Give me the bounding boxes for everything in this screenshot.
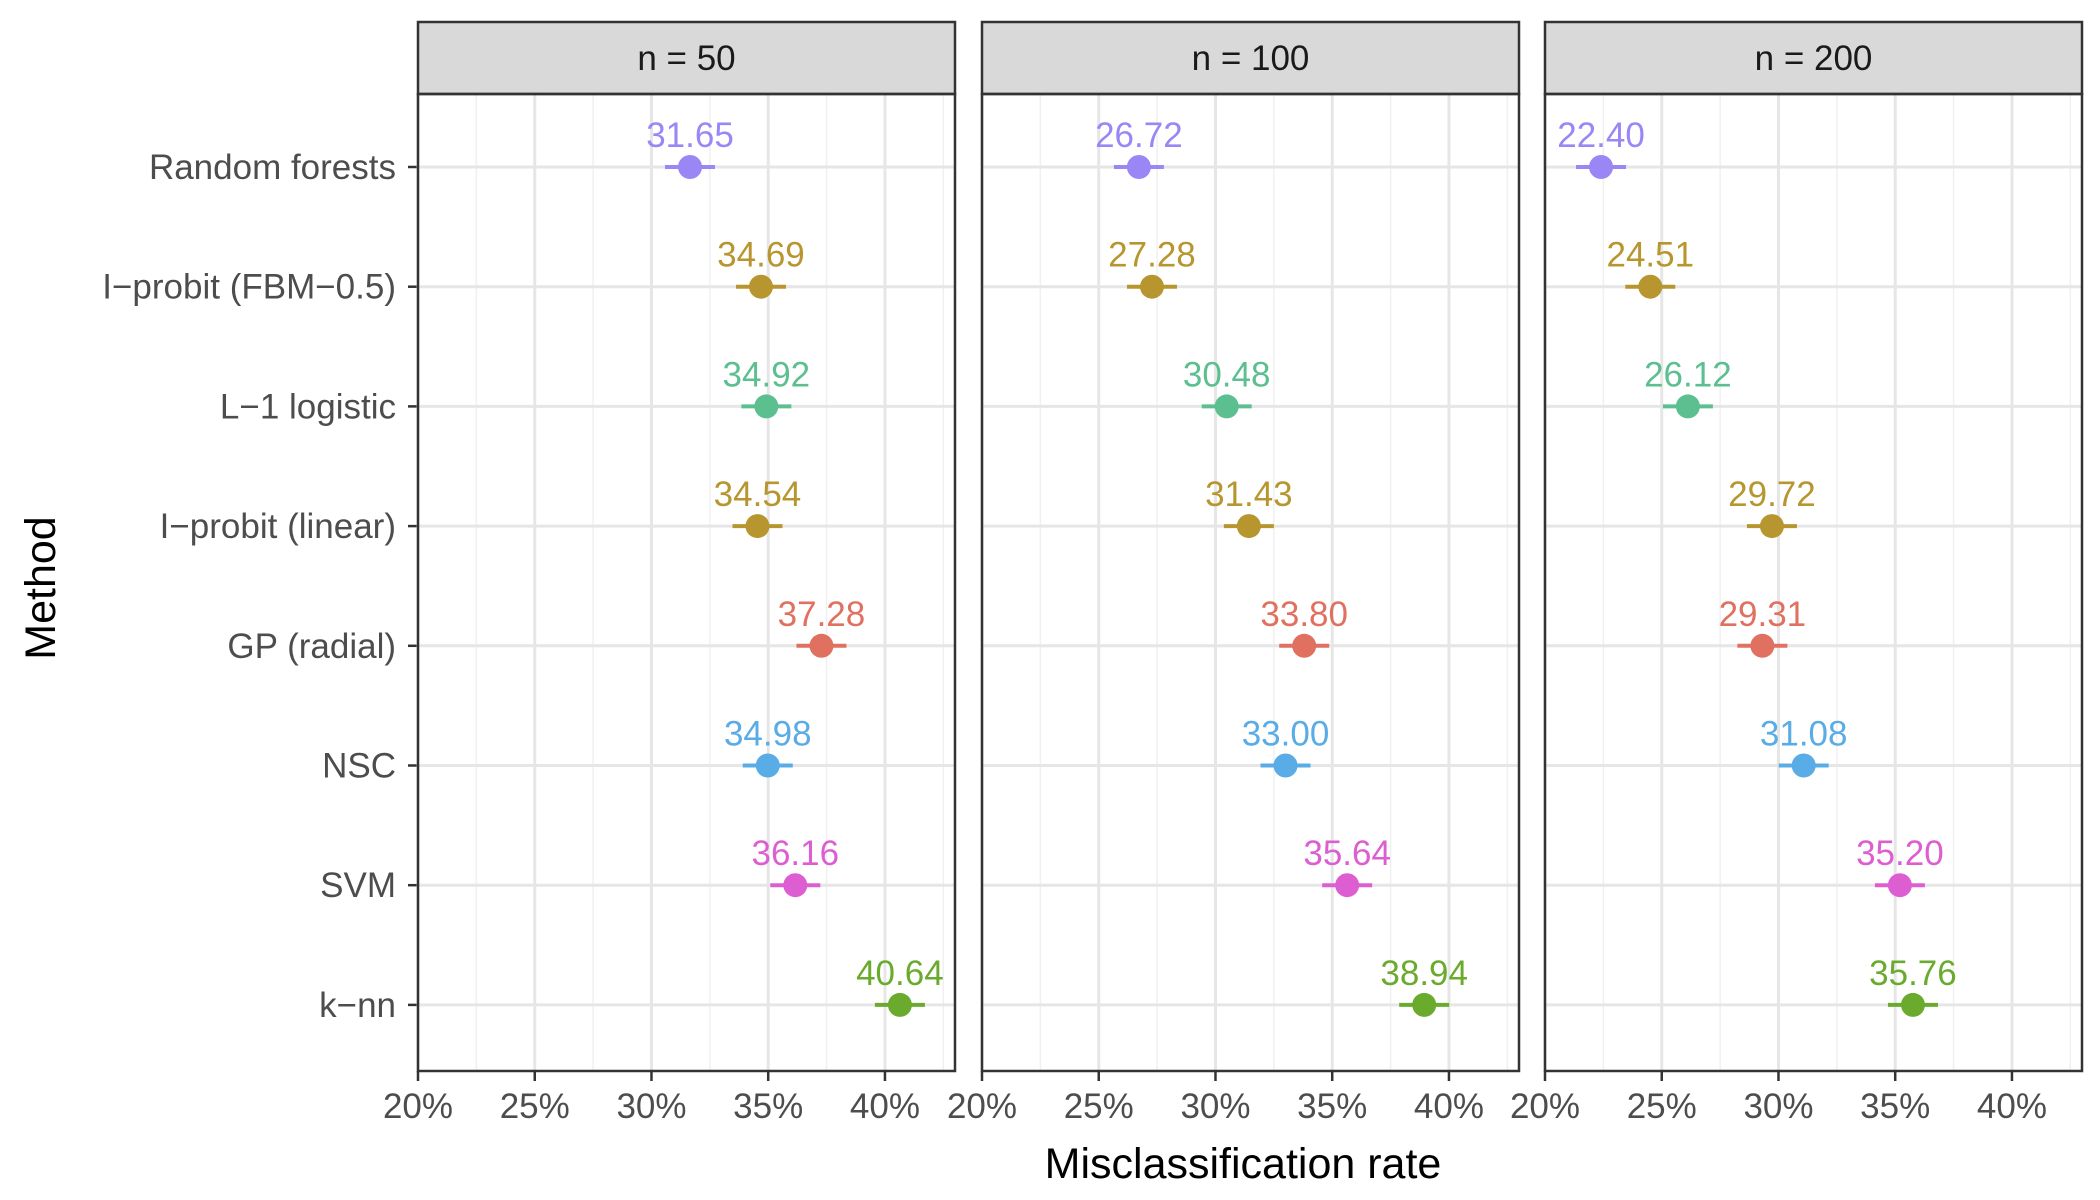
x-tick-label: 40%: [1977, 1087, 2047, 1126]
y-tick-label: k−nn: [319, 986, 396, 1025]
y-tick-label: SVM: [320, 866, 396, 905]
data-label: 24.51: [1607, 236, 1695, 275]
data-point: [1214, 394, 1239, 419]
panel-border: [980, 92, 1521, 1073]
data-label: 22.40: [1557, 116, 1645, 155]
data-label: 35.20: [1856, 834, 1944, 873]
x-tick-label: 25%: [500, 1087, 570, 1126]
y-tick-label: Random forests: [149, 148, 396, 187]
y-axis-title: Method: [17, 516, 65, 659]
x-tick-label: 30%: [616, 1087, 686, 1126]
data-label: 38.94: [1380, 954, 1468, 993]
y-tick-label: GP (radial): [227, 627, 396, 666]
panel-background: [418, 94, 955, 1071]
data-point: [1335, 873, 1360, 898]
facet-panel: n = 200 20% 25% 30% 35% 40% 22.40 24.51 26.12 29.…: [1510, 20, 2084, 1126]
x-tick-label: 20%: [383, 1087, 453, 1126]
data-point: [783, 873, 808, 898]
x-tick-label: 20%: [1510, 1087, 1580, 1126]
data-label: 26.72: [1095, 116, 1183, 155]
data-label: 35.64: [1303, 834, 1391, 873]
data-point: [1412, 992, 1437, 1017]
data-point: [1750, 633, 1775, 658]
data-point: [1638, 274, 1663, 299]
x-tick-label: 25%: [1627, 1087, 1697, 1126]
data-label: 27.28: [1108, 236, 1196, 275]
data-point: [1273, 753, 1298, 778]
x-tick-label: 35%: [733, 1087, 803, 1126]
x-tick-label: 40%: [1414, 1087, 1484, 1126]
x-tick-label: 20%: [947, 1087, 1017, 1126]
data-label: 34.98: [724, 715, 812, 754]
data-point: [1126, 155, 1151, 179]
data-label: 35.76: [1869, 954, 1957, 993]
y-tick-label: I−probit (FBM−0.5): [102, 268, 396, 307]
data-label: 36.16: [752, 834, 840, 873]
data-label: 29.31: [1719, 595, 1807, 634]
data-label: 31.43: [1205, 475, 1293, 514]
x-tick-label: 35%: [1297, 1087, 1367, 1126]
data-label: 26.12: [1644, 355, 1732, 394]
data-label: 31.08: [1760, 715, 1848, 754]
data-label: 34.69: [717, 236, 805, 275]
data-point: [809, 633, 834, 658]
data-label: 33.00: [1242, 715, 1330, 754]
data-label: 31.65: [646, 116, 734, 155]
facet-panel: n = 100 20% 25% 30% 35% 40% 26.72 27.28 30.48 31.…: [947, 20, 1521, 1126]
data-label: 34.54: [714, 475, 802, 514]
data-point: [1887, 873, 1912, 898]
data-label: 37.28: [778, 595, 866, 634]
x-tick-label: 40%: [850, 1087, 920, 1126]
facet-strip: [980, 20, 1521, 96]
data-point: [754, 394, 779, 419]
data-point: [745, 514, 770, 539]
data-point: [1236, 514, 1261, 539]
facet-panel: n = 50 20% 25% 30% 35% 40% 31.65 34.69 34.92 34.5…: [383, 20, 957, 1126]
data-point: [1139, 274, 1164, 299]
facet-strip-label: n = 200: [1755, 39, 1873, 78]
facet-strip: [1543, 20, 2084, 96]
data-point: [755, 753, 780, 778]
data-label: 29.72: [1728, 475, 1816, 514]
data-label: 30.48: [1183, 355, 1271, 394]
data-point: [678, 155, 703, 179]
x-tick-label: 35%: [1860, 1087, 1930, 1126]
x-tick-label: 30%: [1180, 1087, 1250, 1126]
y-tick-label: L−1 logistic: [220, 387, 396, 426]
y-tick-label: NSC: [322, 747, 396, 786]
panel-background: [1545, 94, 2082, 1071]
data-label: 34.92: [723, 355, 811, 394]
x-axis-title: Misclassification rate: [1045, 1140, 1442, 1188]
y-tick-label: I−probit (linear): [160, 507, 396, 546]
data-point: [887, 992, 912, 1017]
data-label: 33.80: [1260, 595, 1348, 634]
data-point: [1292, 633, 1317, 658]
data-point: [1589, 155, 1614, 179]
panel-background: [982, 94, 1519, 1071]
data-point: [1675, 394, 1700, 419]
facet-strip-label: n = 50: [637, 39, 735, 78]
data-point: [748, 274, 773, 299]
data-point: [1759, 514, 1784, 539]
data-label: 40.64: [856, 954, 944, 993]
panel-border: [416, 92, 957, 1073]
x-tick-label: 25%: [1064, 1087, 1134, 1126]
data-point: [1791, 753, 1816, 778]
x-tick-label: 30%: [1743, 1087, 1813, 1126]
data-point: [1900, 992, 1925, 1017]
panel-border: [1543, 92, 2084, 1073]
facet-strip-label: n = 100: [1192, 39, 1310, 78]
